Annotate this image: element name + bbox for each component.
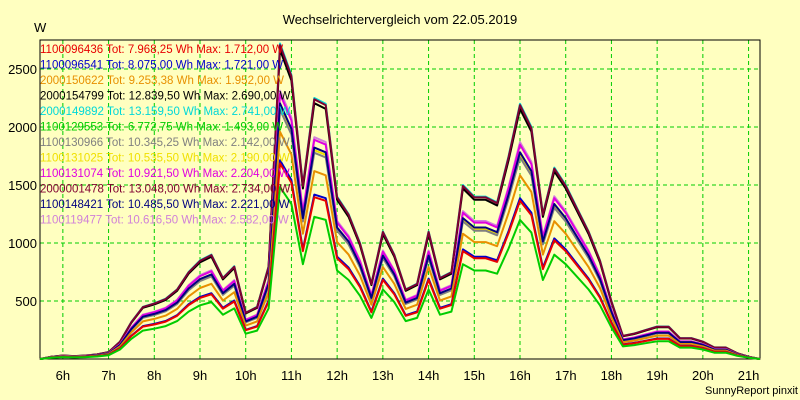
legend-entry-2000150622: 2000150622 Tot: 9.253,38 Wh Max: 1.952,0… [40, 75, 284, 87]
x-tick-label: 17h [555, 368, 577, 383]
legend-entry-1100130966: 1100130966 Tot: 10.345,25 Wh Max: 2.142,… [40, 137, 290, 149]
chart-title: Wechselrichtervergleich vom 22.05.2019 [283, 12, 518, 27]
legend-entry-1100096541: 1100096541 Tot: 8.075,00 Wh Max: 1.721,0… [40, 60, 283, 72]
series-line-1100096436 [39, 162, 761, 360]
y-tick-label: 1500 [8, 178, 37, 193]
x-tick-label: 18h [601, 368, 623, 383]
x-tick-label: 20h [692, 368, 714, 383]
legend-entry-1100131074: 1100131074 Tot: 10.921,50 Wh Max: 2.204,… [40, 168, 290, 180]
x-tick-label: 16h [509, 368, 531, 383]
legend-entry-1100096436: 1100096436 Tot: 7.968,25 Wh Max: 1.712,0… [40, 44, 283, 56]
legend-entry-1100119477: 1100119477 Tot: 10.616,50 Wh Max: 2.582,… [40, 215, 289, 227]
x-tick-label: 21h [738, 368, 760, 383]
legend-entry-1100129553: 1100129553 Tot: 6.772,75 Wh Max: 1.493,0… [40, 122, 283, 134]
x-tick-label: 14h [418, 368, 440, 383]
legend-entry-1100148421: 1100148421 Tot: 10.485,50 Wh Max: 2.221,… [40, 199, 290, 211]
legend-entry-1100131025: 1100131025 Tot: 10.535,50 Wh Max: 2.190,… [40, 153, 290, 165]
x-tick-label: 10h [235, 368, 257, 383]
y-tick-label: 1000 [8, 236, 37, 251]
x-tick-label: 8h [147, 368, 161, 383]
series-line-1100129553 [39, 186, 761, 360]
y-axis-unit-label: W [34, 20, 47, 35]
x-tick-label: 7h [101, 368, 115, 383]
series-line-2000001478 [39, 44, 761, 360]
x-tick-label: 6h [56, 368, 70, 383]
x-tick-label: 9h [193, 368, 207, 383]
legend-entry-2000001478: 2000001478 Tot: 13.048,00 Wh Max: 2.734,… [40, 184, 291, 196]
series-line-1100148421 [39, 102, 761, 360]
x-tick-label: 12h [326, 368, 348, 383]
x-tick-label: 19h [646, 368, 668, 383]
legend-entry-2000149892: 2000149892 Tot: 13.159,50 Wh Max: 2.741,… [40, 106, 291, 118]
y-axis-ticks: 500 1000 1500 2000 2500 [8, 62, 37, 309]
footer-credit: SunnyReport pinxit [705, 385, 798, 397]
y-tick-label: 500 [15, 294, 37, 309]
x-tick-label: 13h [372, 368, 394, 383]
series-line-2000150622 [39, 130, 761, 360]
y-tick-label: 2000 [8, 120, 37, 135]
x-tick-label: 15h [463, 368, 485, 383]
plot-frame [39, 39, 761, 360]
y-tick-label: 2500 [8, 62, 37, 77]
series-layer [39, 42, 761, 360]
legend-entry-2000154799: 2000154799 Tot: 12.839,50 Wh Max: 2.690,… [40, 91, 291, 103]
x-tick-label: 11h [281, 368, 302, 383]
x-axis-ticks: 6h 7h 8h 9h 10h 11h 12h 13h 14h 15h 16h 17h 18h 19h 20… [56, 368, 760, 383]
legend: 1100096436 Tot: 7.968,25 Wh Max: 1.712,0… [40, 44, 291, 227]
